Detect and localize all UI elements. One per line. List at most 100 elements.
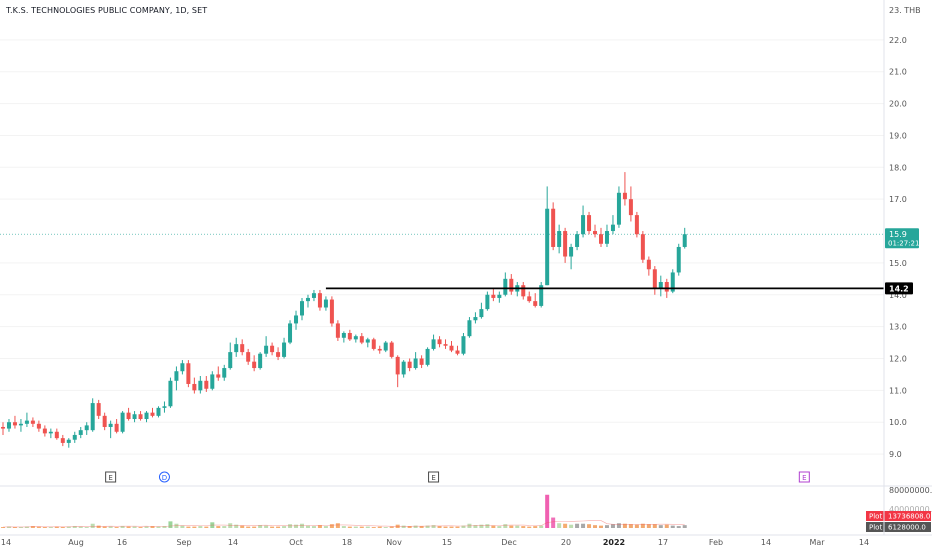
event-marker[interactable]: D: [158, 471, 170, 483]
candle-body: [66, 439, 71, 443]
candle-body: [84, 425, 89, 431]
candle: [539, 282, 544, 308]
candle: [503, 272, 508, 297]
volume-bar: [18, 527, 23, 528]
volume-bar: [365, 526, 370, 528]
volume-bar: [329, 524, 334, 528]
candle: [401, 360, 406, 378]
candle-body: [180, 363, 185, 372]
candle-body: [1, 426, 5, 429]
candle-body: [264, 345, 269, 354]
candle-body: [443, 344, 448, 346]
candle-body: [401, 361, 406, 375]
x-tick-label: Feb: [709, 538, 723, 547]
candle-body: [300, 301, 304, 316]
candle: [162, 401, 167, 413]
x-tick-label: 2022: [603, 538, 625, 547]
volume-bar: [563, 523, 568, 528]
volume-bar: [192, 526, 197, 528]
candle-body: [395, 356, 400, 375]
candle-body: [503, 278, 508, 295]
candle-body: [294, 315, 299, 324]
volume-bar: [1, 527, 5, 528]
volume-bar: [42, 527, 47, 528]
volume-bar: [186, 526, 191, 528]
candle: [557, 224, 562, 254]
candle: [276, 347, 281, 361]
candle-body: [282, 342, 287, 357]
candle-body: [240, 344, 245, 353]
candle: [353, 334, 358, 343]
candle-body: [539, 285, 544, 306]
candle-body: [210, 374, 215, 389]
candle: [36, 420, 41, 432]
x-tick-label: 17: [658, 538, 668, 547]
plot-label-value: 6128000.0: [888, 524, 926, 532]
volume-bar: [246, 526, 251, 528]
volume-bar: [575, 523, 580, 528]
candle: [461, 332, 466, 356]
volume-bar: [240, 525, 245, 528]
candle-body: [24, 420, 29, 424]
candle-body: [557, 231, 562, 247]
volume-bar: [449, 526, 454, 528]
candle: [431, 334, 436, 351]
volume-bar: [479, 524, 484, 528]
volume-bar: [527, 526, 532, 528]
event-marker[interactable]: E: [428, 471, 440, 483]
event-marker[interactable]: E: [798, 471, 810, 483]
time-axis[interactable]: 14 Aug 16 Sep 14 Oct 18 Nov 15 Dec 20 2022 17 Feb 14 Ma…: [0, 534, 932, 547]
candle: [419, 355, 424, 369]
candle: [329, 296, 334, 327]
candle: [240, 339, 245, 356]
volume-bar: [485, 524, 490, 528]
candle: [288, 320, 293, 345]
volume-bar: [48, 527, 53, 528]
volume-bar: [581, 523, 586, 528]
candle-body: [628, 199, 633, 216]
candle: [335, 320, 340, 341]
candle-body: [497, 294, 502, 298]
volume-bar: [431, 525, 436, 528]
candle-body: [467, 320, 472, 337]
candle-body: [168, 380, 173, 407]
candle: [144, 411, 149, 423]
candle-body: [593, 231, 598, 235]
candle-body: [413, 358, 418, 369]
volume-bar: [323, 526, 328, 528]
plot-label-value-bg: [886, 511, 931, 521]
candle: [359, 332, 364, 345]
volume-bar: [455, 526, 460, 528]
candle: [180, 360, 185, 375]
candle: [610, 215, 615, 235]
volume-bar: [294, 524, 299, 528]
volume-bar: [12, 527, 17, 528]
level-price-tag-bg: [885, 282, 913, 295]
event-marker[interactable]: E: [105, 471, 117, 483]
candle-body: [90, 403, 95, 431]
volume-bar: [311, 526, 316, 528]
x-tick-label: Oct: [289, 538, 303, 547]
candle: [682, 227, 687, 249]
candle: [395, 355, 400, 388]
volume-bar: [521, 526, 526, 528]
volume-bar: [180, 525, 185, 528]
price-axis[interactable]: 23. THB22.021.020.019.018.017.015.014.01…: [883, 0, 921, 535]
volume-bar: [533, 526, 538, 528]
volume-bar: [628, 524, 633, 528]
volume-bar: [587, 524, 592, 528]
current-price-tag-bg: [885, 228, 919, 249]
candle-body: [258, 353, 263, 369]
volume-bar: [401, 525, 406, 528]
volume-bar: [407, 526, 412, 528]
candle-body: [42, 428, 47, 434]
candle: [569, 243, 574, 270]
volume-bar: [90, 523, 95, 528]
candle: [509, 274, 514, 295]
candle: [192, 377, 197, 394]
plot-label: Plot 6128000.0: [866, 522, 931, 532]
volume-bar: [473, 525, 478, 528]
candle: [371, 337, 376, 351]
